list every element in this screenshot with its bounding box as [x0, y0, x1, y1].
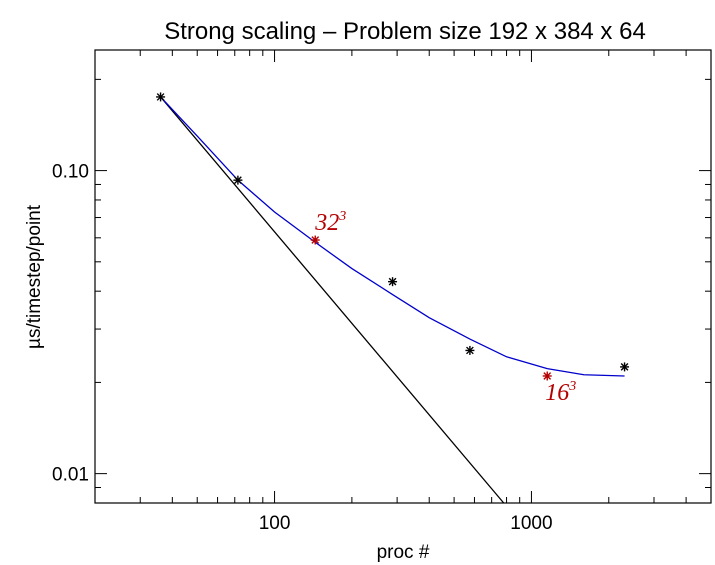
- data-point: [233, 175, 243, 185]
- data-point: [388, 277, 398, 287]
- markers: [156, 92, 630, 381]
- data-point: [156, 92, 166, 102]
- data-point: [542, 371, 552, 381]
- x-tick-label: 100: [259, 513, 291, 534]
- x-axis-label: proc #: [377, 542, 430, 563]
- y-tick-label: 0.01: [52, 465, 89, 486]
- annotations: 323 163: [314, 209, 576, 406]
- data-point: [310, 235, 320, 245]
- y-axis-label: µs/timestep/point: [24, 204, 45, 349]
- plot-frame: [94, 49, 712, 504]
- annotation-label: 323: [314, 209, 346, 236]
- annotation-label: 163: [545, 379, 576, 406]
- lines: [160, 96, 625, 504]
- data-point: [620, 362, 630, 372]
- chart-title: Strong scaling – Problem size 192 x 384 …: [164, 18, 646, 45]
- fit-curve: [160, 96, 625, 377]
- ticks: 100 1000 0.01 0.10: [52, 50, 712, 534]
- y-tick-label: 0.10: [52, 162, 89, 183]
- ideal-line: [160, 96, 505, 504]
- x-tick-label: 1000: [510, 513, 552, 534]
- data-point: [465, 345, 475, 355]
